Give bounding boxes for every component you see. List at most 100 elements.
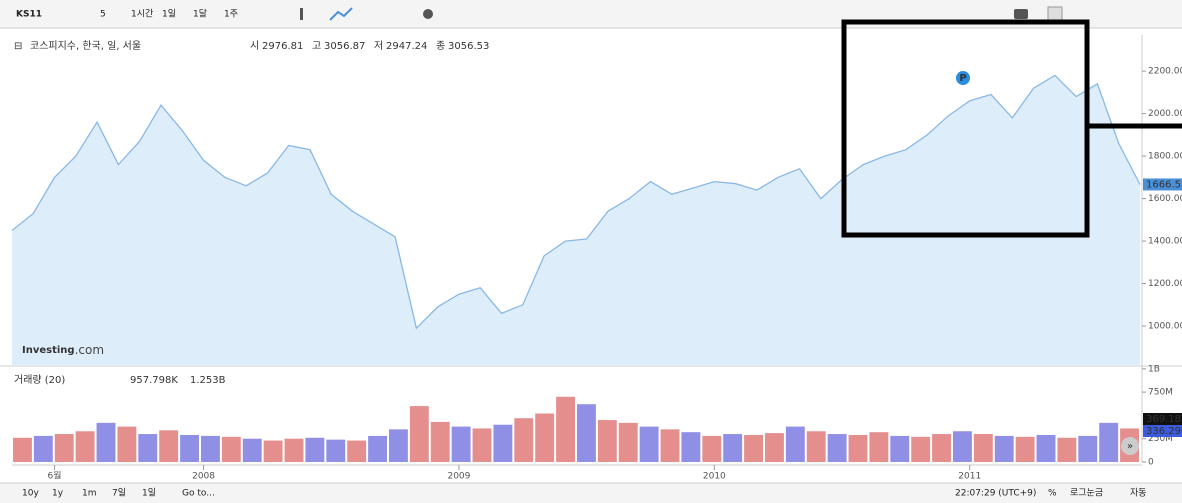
volume-bar: [347, 440, 367, 462]
volume-marker-box: [1143, 413, 1182, 425]
ohlc-label: 고: [312, 41, 321, 52]
interval-button[interactable]: 1주: [224, 9, 238, 20]
option-button[interactable]: %: [1048, 489, 1057, 499]
y-tick-label: 1600.00: [1148, 194, 1182, 204]
volume-bar: [639, 426, 659, 462]
volume-bar: [221, 436, 241, 462]
x-tick-label: 2009: [447, 472, 470, 482]
volume-bar: [890, 435, 910, 462]
volume-bar: [54, 434, 74, 462]
volume-bar: [848, 434, 868, 462]
y-tick-label: 0: [1148, 458, 1154, 468]
settings-icon[interactable]: [423, 9, 433, 19]
interval-button[interactable]: 5: [100, 10, 106, 20]
option-button[interactable]: 자동: [1130, 488, 1147, 499]
clock: 22:07:29 (UTC+9): [955, 489, 1036, 499]
volume-bar: [827, 434, 847, 462]
x-tick-label: 2011: [958, 472, 981, 482]
volume-bar: [493, 424, 513, 462]
range-button[interactable]: 7일: [112, 488, 126, 499]
y-tick-label: 2000.00: [1148, 109, 1182, 119]
option-button[interactable]: 로그눈금: [1070, 488, 1103, 499]
volume-bar: [430, 421, 450, 462]
color-icon[interactable]: [1047, 6, 1063, 22]
volume-bar: [806, 431, 826, 462]
volume-bar: [263, 440, 283, 462]
volume-bar: [1057, 437, 1077, 462]
title-icon: ⊟: [14, 41, 22, 52]
scroll-button[interactable]: [1121, 437, 1139, 455]
y-tick-label: 750M: [1148, 388, 1173, 398]
range-button[interactable]: 1일: [142, 488, 156, 499]
volume-bar: [159, 430, 179, 462]
volume-bar: [953, 431, 972, 462]
volume-bar: [33, 435, 53, 462]
event-marker[interactable]: [956, 71, 970, 85]
volume-readout: 1.253B: [190, 375, 226, 386]
ohlc-legend: 시 2976.81 고 3056.87 저 2947.24 종 3056.53: [250, 40, 489, 52]
ohlc-label: 시: [250, 40, 259, 52]
y-tick-label: 1B: [1148, 364, 1160, 374]
volume-bar: [409, 406, 429, 462]
candle-icon[interactable]: [300, 8, 303, 20]
line-icon[interactable]: [329, 7, 353, 21]
x-tick-label: 2008: [192, 472, 215, 482]
volume-bar: [13, 437, 32, 462]
volume-bar: [765, 433, 784, 462]
x-tick-label: 2010: [703, 472, 726, 482]
range-button[interactable]: 10y: [22, 489, 39, 499]
event-marker-label: P: [959, 73, 966, 84]
volume-bar: [242, 438, 262, 462]
volume-marker: 369.187: [1146, 414, 1182, 425]
range-button[interactable]: 1m: [82, 489, 97, 499]
volume-bar: [1078, 435, 1098, 462]
goto-button[interactable]: Go to...: [182, 489, 215, 499]
volume-bar: [389, 429, 408, 462]
ohlc-label: 저: [374, 40, 383, 52]
volume-bar: [75, 431, 95, 462]
y-tick-label: 250M: [1148, 434, 1173, 444]
volume-bar: [911, 436, 931, 462]
last-price-box: [1143, 178, 1182, 191]
volume-marker: 336.296: [1146, 426, 1182, 437]
volume-bar: [326, 439, 346, 462]
interval-button[interactable]: 1달: [193, 8, 207, 20]
volume-bar: [138, 434, 158, 462]
ohlc-value: 3056.87: [324, 41, 365, 52]
interval-button[interactable]: 1시간: [131, 9, 153, 20]
price-area: [12, 75, 1140, 367]
volume-bar: [932, 434, 951, 462]
volume-bar: [869, 432, 889, 462]
scroll-icon: »: [1127, 441, 1133, 452]
volume-bar: [514, 418, 534, 462]
volume-bar: [1015, 436, 1035, 462]
symbol[interactable]: KS11: [16, 10, 42, 20]
ohlc-value: 2947.24: [386, 41, 427, 52]
volume-bar: [305, 437, 325, 462]
volume-bar: [681, 432, 701, 462]
y-tick-label: 1400.00: [1148, 237, 1182, 247]
ohlc-label: 종: [436, 40, 445, 52]
volume-readout: 957.798K: [130, 375, 178, 386]
ohlc-value: 3056.53: [448, 41, 489, 52]
range-button[interactable]: 1y: [52, 489, 64, 499]
volume-bar: [577, 404, 596, 462]
camera-icon[interactable]: [1014, 9, 1028, 19]
volume-bar: [1099, 422, 1119, 462]
volume-bar: [785, 426, 805, 462]
volume-bar: [472, 428, 492, 462]
y-tick-label: 1200.00: [1148, 279, 1182, 289]
volume-bar: [973, 434, 993, 462]
y-tick-label: 1800.00: [1148, 152, 1182, 162]
footer: [0, 483, 1182, 503]
right-axis: [1142, 35, 1182, 475]
volume-bar: [702, 435, 722, 462]
interval-button[interactable]: 1일: [162, 9, 176, 20]
volume-bar: [744, 434, 763, 462]
volume-bar: [451, 426, 471, 462]
volume-bar: [284, 438, 304, 462]
last-price: 1666.52: [1146, 179, 1182, 190]
volume-marker-box: [1143, 425, 1182, 437]
volume-bar: [535, 413, 555, 462]
